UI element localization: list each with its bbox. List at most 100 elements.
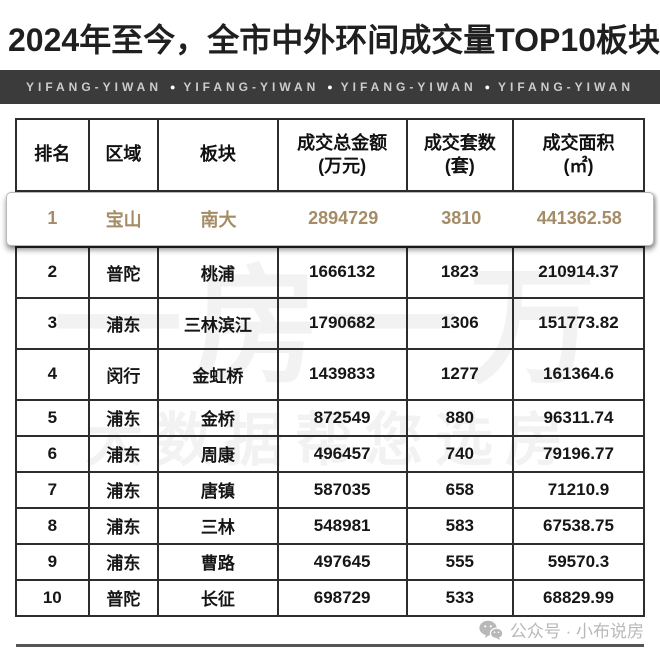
- cell-rank: 10: [17, 580, 90, 615]
- cell-district: 普陀: [90, 580, 160, 615]
- cell-units: 1823: [408, 247, 515, 297]
- table-row: 8 浦东 三林 548981 583 67538.75: [17, 508, 643, 545]
- wechat-icon: [479, 620, 503, 640]
- col-header-area: 成交面积 (㎡): [514, 120, 643, 190]
- cell-units: 533: [408, 580, 515, 615]
- cell-units: 555: [408, 544, 515, 579]
- col-header-label: 板块: [199, 144, 236, 165]
- cell-units: 740: [408, 436, 515, 471]
- cell-amount: 548981: [279, 508, 408, 543]
- cell-area: 96311.74: [543, 407, 614, 427]
- dot-separator-icon: ●: [169, 81, 176, 92]
- cell-amount: 1439833: [279, 349, 408, 399]
- dot-separator-icon: ●: [327, 81, 333, 92]
- cell-amount: 497645: [279, 544, 408, 579]
- cell-amount: 1790682: [279, 298, 408, 348]
- cell-units: 1306: [408, 298, 515, 348]
- cell-block: 南大: [200, 209, 237, 230]
- cell-area: 79196.77: [543, 443, 614, 463]
- brand-label: YIFANG-YIWAN: [497, 79, 634, 94]
- table-row: 3 浦东 三林滨江 1790682 1306 151773.82: [17, 298, 643, 350]
- col-header-unit: (套): [444, 155, 475, 176]
- col-header-unit: (万元): [318, 155, 367, 176]
- cell-area: 67538.75: [543, 515, 614, 535]
- col-header-rank: 排名: [17, 119, 90, 190]
- cell-block: 桃浦: [159, 247, 279, 297]
- cell-district: 浦东: [90, 544, 160, 579]
- cell-rank: 6: [17, 436, 90, 471]
- cell-district: 浦东: [90, 400, 160, 435]
- cell-area: 68829.99: [543, 587, 614, 607]
- col-header-label: 成交面积: [542, 133, 615, 154]
- cell-units: 1277: [408, 349, 515, 399]
- dot-separator-icon: ●: [484, 81, 491, 92]
- cell-units: 880: [408, 400, 515, 435]
- table-row: 9 浦东 曹路 497645 555 59570.3: [17, 544, 643, 581]
- cell-district: 浦东: [90, 508, 160, 543]
- cell-block: 金桥: [159, 400, 279, 435]
- col-header-label: 区域: [105, 144, 142, 165]
- cell-rank: 3: [17, 298, 90, 348]
- brand-band: YIFANG-YIWAN ● YIFANG-YIWAN ● YIFANG-YIW…: [0, 69, 660, 104]
- table-body: 2 普陀 桃浦 1666132 1823 210914.37 3 浦东 三林滨江…: [15, 245, 645, 617]
- cell-area: 71210.9: [547, 479, 610, 499]
- brand-label: YIFANG-YIWAN: [340, 79, 477, 94]
- table-row: 4 闵行 金虹桥 1439833 1277 161364.6: [17, 349, 643, 401]
- col-header-label: 成交套数: [423, 133, 496, 154]
- cell-rank: 4: [17, 349, 90, 399]
- cell-area: 210914.37: [538, 262, 619, 282]
- cell-rank: 2: [17, 247, 90, 297]
- page-title: 2024年至今，全市中外环间成交量TOP10板块: [8, 22, 660, 58]
- table-row: 10 普陀 长征 698729 533 68829.99: [17, 580, 643, 615]
- cell-district: 宝山: [105, 209, 142, 230]
- cell-amount: 587035: [279, 472, 408, 507]
- cell-rank: 1: [47, 208, 58, 229]
- cell-units: 583: [408, 508, 515, 543]
- table-row: 2 普陀 桃浦 1666132 1823 210914.37: [17, 247, 643, 299]
- cell-block: 曹路: [159, 544, 279, 579]
- cell-district: 浦东: [90, 298, 160, 348]
- cell-amount: 2894729: [308, 208, 379, 229]
- cell-units: 3810: [441, 208, 482, 229]
- col-header-district: 区域: [90, 119, 160, 190]
- cell-amount: 698729: [279, 580, 408, 615]
- col-header-amount: 成交总金额 (万元): [279, 119, 408, 190]
- table-row: 7 浦东 唐镇 587035 658 71210.9: [17, 472, 643, 509]
- cell-district: 浦东: [90, 472, 160, 507]
- cell-block: 唐镇: [159, 472, 279, 507]
- cell-area: 151773.82: [538, 313, 619, 333]
- cell-units: 658: [408, 472, 515, 507]
- col-header-unit: (㎡): [563, 155, 594, 176]
- cell-block: 长征: [159, 580, 279, 615]
- table-header-row: 排名 区域 板块 成交总金额 (万元) 成交套数 (套) 成交面积 (㎡): [15, 117, 645, 192]
- col-header-block: 板块: [159, 119, 279, 190]
- cell-block: 三林滨江: [159, 298, 279, 348]
- ranking-table: 一房一万 大数据帮您选房 排名 区域 板块 成交总金额 (万元) 成交套数 (套…: [6, 117, 654, 617]
- cell-area: 441362.58: [536, 208, 622, 229]
- cell-district: 普陀: [90, 247, 160, 297]
- cell-area: 161364.6: [543, 364, 614, 384]
- footer-credit: 公众号 · 小布说房: [16, 619, 644, 641]
- cell-rank: 8: [17, 508, 90, 543]
- cell-block: 周康: [159, 436, 279, 471]
- cell-rank: 7: [17, 472, 90, 507]
- cell-district: 浦东: [90, 436, 160, 471]
- col-header-units: 成交套数 (套): [408, 119, 515, 190]
- cell-rank: 9: [17, 544, 90, 579]
- cell-amount: 1666132: [279, 247, 408, 297]
- table-row: 5 浦东 金桥 872549 880 96311.74: [17, 400, 643, 437]
- table-row: 6 浦东 周康 496457 740 79196.77: [17, 436, 643, 473]
- footer-credit-text: 公众号 · 小布说房: [509, 622, 644, 642]
- col-header-label: 排名: [34, 144, 71, 165]
- cell-rank: 5: [17, 400, 90, 435]
- brand-label: YIFANG-YIWAN: [183, 79, 320, 94]
- cell-block: 金虹桥: [159, 349, 279, 399]
- cell-amount: 496457: [279, 436, 408, 471]
- cell-district: 闵行: [90, 349, 160, 399]
- cell-block: 三林: [159, 508, 279, 543]
- brand-label: YIFANG-YIWAN: [26, 79, 163, 94]
- cell-area: 59570.3: [547, 551, 610, 571]
- cell-amount: 872549: [279, 400, 408, 435]
- bottom-divider: [16, 643, 644, 647]
